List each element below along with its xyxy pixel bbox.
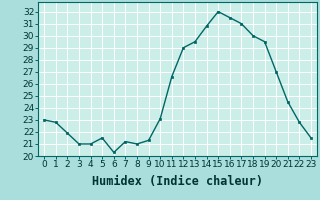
X-axis label: Humidex (Indice chaleur): Humidex (Indice chaleur) [92,175,263,188]
